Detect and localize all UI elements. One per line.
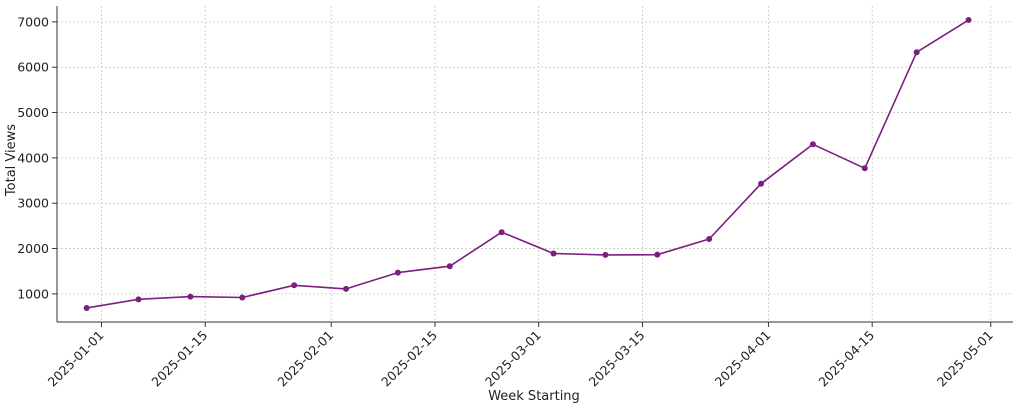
data-point — [498, 229, 505, 236]
x-tick-label: 2025-01-15 — [148, 328, 210, 390]
x-tick-label: 2025-02-01 — [274, 328, 336, 390]
data-point — [706, 236, 713, 243]
data-point — [809, 141, 816, 148]
y-tick-label: 4000 — [17, 150, 49, 165]
data-point — [965, 17, 972, 24]
y-tick-label: 7000 — [17, 14, 49, 29]
data-point — [187, 293, 194, 300]
y-tick-label: 3000 — [17, 196, 49, 211]
data-point — [446, 263, 453, 270]
data-point — [83, 304, 90, 311]
y-tick-label: 6000 — [17, 60, 49, 75]
data-point — [135, 296, 142, 303]
data-point — [394, 269, 401, 276]
data-point — [291, 282, 298, 289]
series-line — [86, 19, 969, 309]
x-axis-title: Week Starting — [488, 389, 580, 404]
axes-layer — [52, 6, 1013, 327]
data-point — [654, 251, 661, 258]
x-tick-label: 2025-05-01 — [934, 328, 996, 390]
y-tick-label: 1000 — [17, 286, 49, 301]
data-point — [913, 49, 920, 56]
x-tick-label: 2025-03-01 — [482, 328, 544, 390]
y-tick-label: 5000 — [17, 105, 49, 120]
data-point — [602, 251, 609, 258]
x-tick-label: 2025-04-01 — [712, 328, 774, 390]
y-axis-title: Total Views — [4, 124, 19, 197]
x-tick-label: 2025-04-15 — [815, 328, 877, 390]
label-layer: 1000 2000 3000 4000 5000 6000 7000 2025-01-01 20… — [17, 14, 996, 389]
data-point — [550, 250, 557, 257]
x-tick-label: 2025-03-15 — [586, 328, 648, 390]
data-point — [861, 165, 868, 172]
data-point — [758, 180, 765, 187]
x-tick-label: 2025-01-01 — [45, 328, 107, 390]
x-tick-label: 2025-02-15 — [378, 328, 440, 390]
data-point — [239, 294, 246, 301]
y-tick-label: 2000 — [17, 241, 49, 256]
grid-layer — [57, 6, 1013, 322]
data-point — [343, 285, 350, 292]
series-layer — [83, 17, 972, 311]
